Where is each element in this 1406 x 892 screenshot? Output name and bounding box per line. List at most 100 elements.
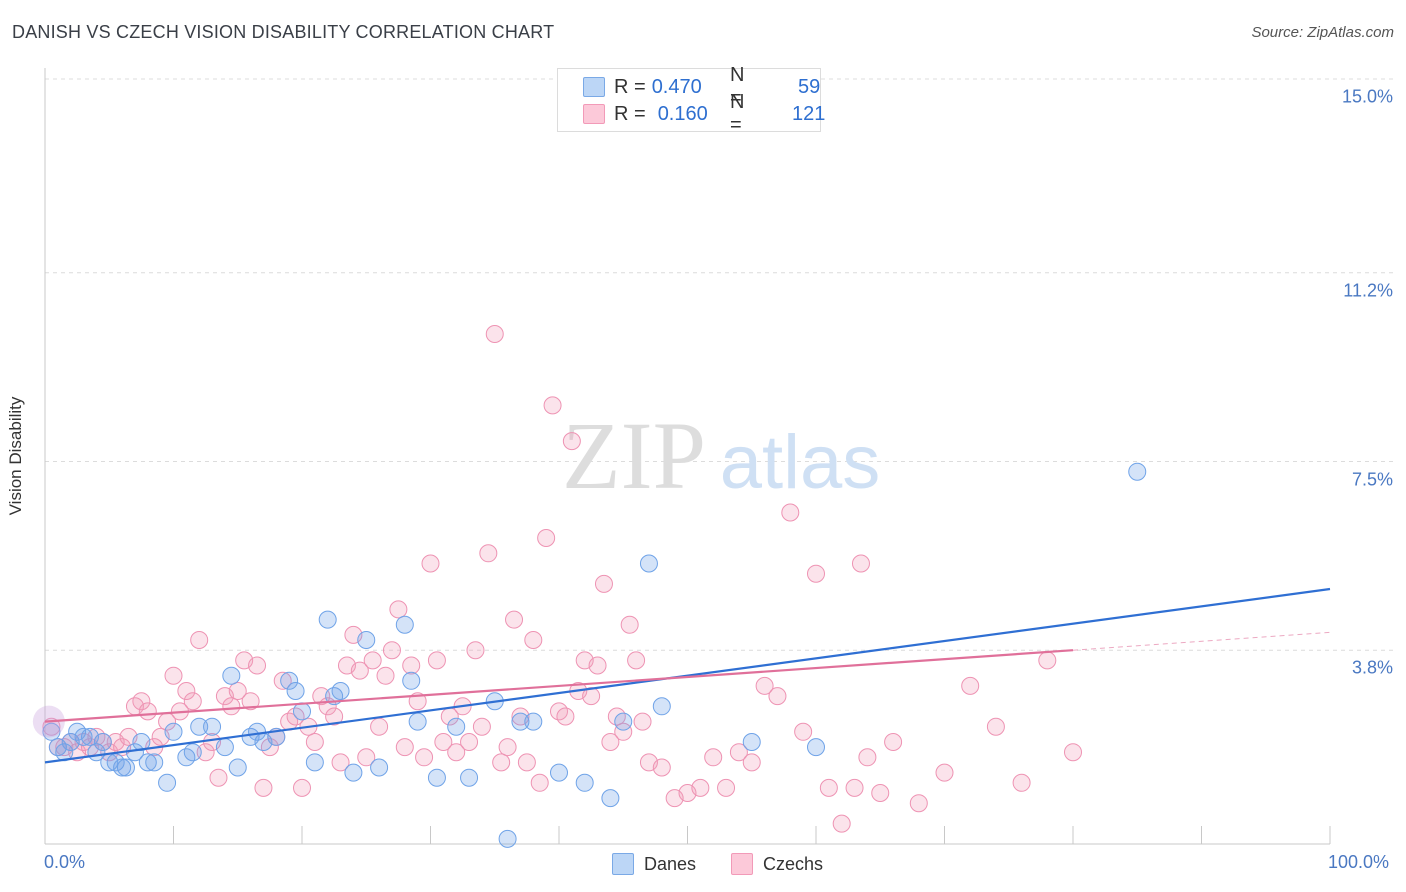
czechs-point	[222, 697, 241, 716]
danes-point	[331, 682, 350, 700]
czechs-point	[845, 778, 864, 797]
czechs-point	[138, 702, 157, 721]
czechs-point	[614, 722, 633, 741]
legend-n-value: 121	[792, 102, 826, 125]
czechs-point	[742, 753, 761, 772]
czechs-point	[986, 717, 1005, 736]
danes-point	[164, 722, 183, 741]
czechs-point	[704, 748, 723, 767]
danes-point	[742, 733, 761, 751]
danes-point	[652, 697, 671, 716]
danes-point	[511, 712, 530, 731]
danes-point	[280, 671, 299, 690]
czechs-point	[729, 743, 748, 762]
czechs-point	[1038, 651, 1057, 670]
czechs-point	[717, 778, 736, 797]
legend-n-label: N =	[730, 91, 745, 136]
czechs-point	[254, 778, 273, 797]
czechs-point	[363, 651, 382, 670]
danes-point	[370, 758, 389, 777]
czechs-point	[177, 682, 196, 700]
czechs-point	[498, 738, 517, 757]
danes-point	[807, 738, 825, 757]
czechs-point	[871, 784, 890, 802]
danes-point	[145, 753, 164, 772]
danes-points	[32, 462, 1147, 848]
correlation-legend: R = 0.470 N = 59 R = 0.160 N = 121	[557, 64, 825, 136]
danes-point	[183, 743, 202, 762]
czechs-point	[402, 656, 421, 675]
danes-point	[116, 758, 135, 777]
danes-point	[357, 631, 376, 649]
danes-point	[614, 712, 633, 731]
legend-r-value: 0.160	[657, 102, 708, 125]
czechs-point	[492, 753, 511, 772]
czechs-point	[305, 733, 324, 751]
chart-source: Source: ZipAtlas.com	[1251, 24, 1394, 41]
czechs-point	[633, 712, 652, 731]
danes-swatch	[583, 77, 605, 97]
danes-point	[601, 789, 620, 808]
czechs-point	[241, 692, 260, 711]
czechs-point	[164, 666, 183, 685]
czechs-point	[421, 554, 440, 573]
czechs-point	[588, 656, 607, 675]
czechs-point	[389, 600, 408, 619]
czechs-point	[530, 773, 549, 792]
legend-r-value: 0.470	[651, 75, 702, 98]
czechs-point	[961, 676, 980, 695]
danes-point	[228, 758, 247, 777]
watermark: ZIP atlas	[562, 402, 880, 509]
y-tick-label: 15.0%	[1341, 86, 1393, 107]
bottom-legend-czechs: Czechs	[731, 853, 823, 875]
legend-n-value: 59	[798, 75, 821, 98]
danes-point	[344, 763, 363, 782]
danes-point	[402, 671, 421, 690]
danes-point	[460, 768, 479, 787]
czechs-point	[652, 758, 671, 777]
czechs-point	[293, 778, 311, 797]
czechs-point	[601, 733, 620, 751]
czechs-point	[312, 687, 331, 706]
axes	[44, 68, 1331, 845]
czechs-point	[935, 763, 954, 782]
danes-point	[286, 682, 305, 700]
czechs-point	[427, 651, 446, 670]
danes-point	[524, 712, 543, 731]
danes-point	[498, 829, 517, 848]
grid-lines	[45, 78, 1395, 651]
danes-point	[550, 763, 568, 782]
danes-point	[427, 768, 446, 787]
czechs-swatch	[583, 104, 605, 124]
czechs-point	[543, 396, 562, 415]
czechs-point	[781, 503, 800, 522]
danes-point	[575, 773, 594, 792]
czechs-point	[479, 544, 498, 563]
danes-point	[305, 753, 324, 772]
danes-point	[447, 717, 466, 736]
czechs-point	[524, 631, 543, 649]
czechs-point	[794, 722, 813, 741]
czechs-point	[691, 778, 710, 797]
danes-point	[203, 717, 222, 736]
czechs-point	[627, 651, 646, 670]
legend-row-danes: R = 0.470 N = 59	[583, 64, 820, 109]
czechs-point	[485, 325, 504, 343]
y-tick-label: 7.5%	[1351, 469, 1393, 489]
czechs-point	[415, 748, 434, 767]
x-tick-max: 100.0%	[1328, 852, 1390, 872]
danes-point	[318, 610, 337, 629]
czechs-point	[755, 676, 774, 695]
danes-point	[215, 738, 234, 757]
danes-point	[639, 554, 658, 573]
czechs-point	[620, 615, 639, 634]
czechs-point	[1064, 743, 1082, 762]
czechs-point	[132, 692, 151, 711]
danes-trend-line	[44, 587, 1331, 764]
czechs-point	[447, 743, 466, 762]
watermark-zip: ZIP	[562, 402, 706, 509]
legend-row-czechs: R = 0.160 N = 121	[583, 91, 825, 136]
danes-legend-swatch	[612, 853, 634, 875]
czechs-legend-label: Czechs	[763, 853, 824, 874]
